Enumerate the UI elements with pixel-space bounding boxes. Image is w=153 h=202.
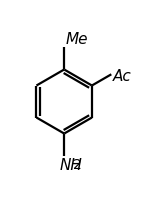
Text: NH: NH <box>60 157 82 172</box>
Text: 2: 2 <box>73 157 82 171</box>
Text: Ac: Ac <box>113 69 132 84</box>
Text: Me: Me <box>65 32 88 47</box>
